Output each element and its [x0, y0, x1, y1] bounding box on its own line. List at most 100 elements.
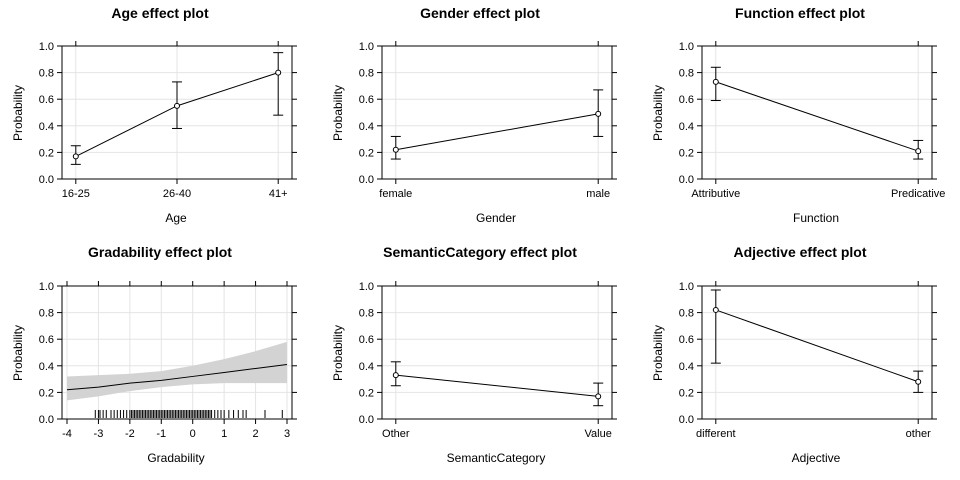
- x-axis-label: SemanticCategory: [447, 451, 546, 465]
- x-tick-label: 26-40: [163, 188, 191, 200]
- x-tick-label: 0: [190, 428, 196, 440]
- y-axis-label: Probability: [651, 85, 665, 141]
- y-tick-label: 0.0: [39, 414, 54, 426]
- semanticcategory-effect-panel: SemanticCategory effect plot SemanticCat…: [331, 244, 617, 465]
- data-point: [174, 102, 180, 109]
- y-tick-label: 0.8: [359, 308, 374, 320]
- panel-title: Adjective effect plot: [733, 244, 866, 260]
- y-axis-label: Probability: [11, 325, 25, 381]
- x-axis-label: Gradability: [147, 451, 204, 465]
- effect-line: [395, 113, 599, 151]
- y-tick-label: 0.8: [39, 308, 54, 320]
- y-tick-label: 0.2: [679, 387, 694, 399]
- age-effect-panel: Age effect plot Age Probability 0.0 0.2 0.…: [11, 5, 297, 225]
- effect-line: [395, 374, 599, 397]
- y-tick-label: 0.8: [679, 68, 694, 80]
- x-tick-label: Other: [382, 428, 410, 440]
- panel-title: Function effect plot: [735, 5, 865, 21]
- data-point: [392, 146, 399, 153]
- y-tick-label: 0.0: [39, 174, 54, 186]
- y-tick-label: 0.4: [359, 361, 374, 373]
- x-tick-label: -2: [125, 428, 135, 440]
- gradability-effect-panel: Gradability effect plot Gradability Prob…: [11, 244, 297, 465]
- data-point: [915, 148, 922, 155]
- y-tick-label: 1.0: [359, 41, 374, 53]
- y-tick-label: 1.0: [39, 41, 54, 53]
- y-tick-label: 0.8: [39, 68, 54, 80]
- gender-effect-panel: Gender effect plot Gender Probability 0.…: [331, 5, 617, 225]
- data-point: [712, 78, 719, 85]
- plot-frame: [381, 285, 613, 420]
- plot-frame: [381, 45, 613, 180]
- y-axis-label: Probability: [331, 325, 345, 381]
- y-axis-label: Probability: [11, 85, 25, 141]
- confidence-band: [67, 341, 287, 401]
- data-point: [712, 306, 719, 313]
- x-axis-label: Age: [165, 211, 187, 225]
- panel-title: Gradability effect plot: [88, 244, 232, 260]
- data-point: [275, 69, 282, 76]
- x-tick-label: 2: [253, 428, 259, 440]
- y-tick-label: 0.0: [359, 174, 374, 186]
- plot-frame: [61, 285, 293, 420]
- y-tick-label: 0.2: [39, 147, 54, 159]
- y-tick-label: 0.6: [359, 94, 374, 106]
- function-effect-panel: Function effect plot Function Probabilit…: [651, 5, 945, 225]
- y-axis-label: Probability: [651, 325, 665, 381]
- y-tick-label: 1.0: [679, 281, 694, 293]
- y-tick-label: 0.6: [679, 334, 694, 346]
- x-tick-label: 16-25: [62, 188, 90, 200]
- data-point: [595, 110, 602, 117]
- y-tick-label: 0.0: [359, 414, 374, 426]
- data-point: [72, 153, 79, 160]
- panel-title: SemanticCategory effect plot: [383, 244, 577, 260]
- x-tick-label: -4: [62, 428, 72, 440]
- y-tick-label: 0.2: [359, 147, 374, 159]
- x-tick-label: 3: [284, 428, 290, 440]
- x-tick-label: other: [906, 428, 931, 440]
- y-tick-label: 0.0: [679, 174, 694, 186]
- plot-frame: [701, 45, 933, 180]
- x-tick-label: 41+: [269, 188, 288, 200]
- x-tick-label: different: [696, 428, 736, 440]
- y-tick-label: 1.0: [679, 41, 694, 53]
- y-tick-label: 0.0: [679, 414, 694, 426]
- y-tick-label: 0.4: [679, 361, 694, 373]
- x-tick-label: male: [586, 188, 610, 200]
- y-tick-label: 0.6: [39, 334, 54, 346]
- y-tick-label: 0.4: [39, 361, 54, 373]
- y-axis-label: Probability: [331, 85, 345, 141]
- x-axis-label: Adjective: [792, 451, 841, 465]
- y-tick-label: 0.6: [679, 94, 694, 106]
- y-tick-label: 0.8: [679, 308, 694, 320]
- x-tick-label: 1: [221, 428, 227, 440]
- y-tick-label: 0.2: [39, 387, 54, 399]
- data-point: [392, 372, 399, 379]
- y-tick-label: 0.2: [359, 387, 374, 399]
- x-axis-label: Function: [793, 211, 839, 225]
- x-tick-label: Value: [585, 428, 612, 440]
- x-tick-label: -3: [94, 428, 104, 440]
- x-axis-label: Gender: [476, 211, 516, 225]
- effect-line: [715, 81, 919, 152]
- data-point: [915, 378, 922, 385]
- plot-frame: [701, 285, 933, 420]
- y-tick-label: 0.2: [679, 147, 694, 159]
- effect-line: [66, 363, 288, 391]
- x-tick-label: -1: [156, 428, 166, 440]
- x-tick-label: Predicative: [891, 188, 945, 200]
- y-tick-label: 1.0: [39, 281, 54, 293]
- y-tick-label: 0.6: [359, 334, 374, 346]
- y-tick-label: 1.0: [359, 281, 374, 293]
- effect-line: [715, 309, 919, 383]
- x-tick-label: Attributive: [691, 188, 740, 200]
- panel-title: Age effect plot: [111, 5, 209, 21]
- y-tick-label: 0.4: [359, 121, 374, 133]
- data-point: [595, 393, 602, 400]
- y-tick-label: 0.4: [679, 121, 694, 133]
- y-tick-label: 0.4: [39, 121, 54, 133]
- y-tick-label: 0.6: [39, 94, 54, 106]
- y-tick-label: 0.8: [359, 68, 374, 80]
- panel-title: Gender effect plot: [420, 5, 540, 21]
